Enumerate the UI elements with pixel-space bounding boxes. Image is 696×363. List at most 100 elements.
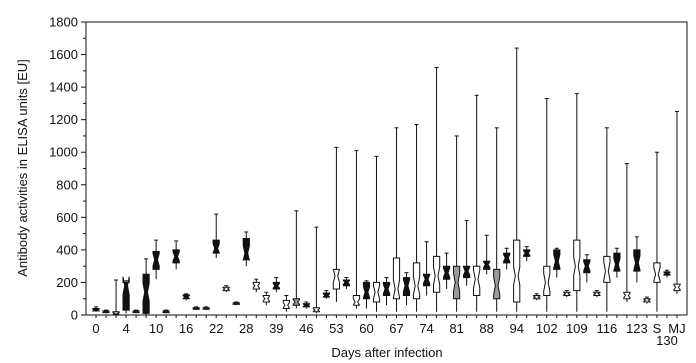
- box-body: [292, 298, 300, 306]
- x-tick-label: 28: [239, 321, 253, 336]
- box-body: [162, 310, 170, 314]
- box-plot: [433, 67, 441, 312]
- box-body: [102, 310, 110, 314]
- box-plot: [443, 252, 451, 289]
- box-body: [192, 307, 200, 310]
- x-tick-label: 39: [269, 321, 283, 336]
- box-body: [623, 291, 631, 300]
- x-tick-label: 130: [656, 333, 678, 348]
- y-tick-label: 1200: [49, 112, 78, 127]
- x-tick-label: 22: [209, 321, 223, 336]
- box-plot: [152, 239, 160, 280]
- box-body: [122, 276, 130, 311]
- box-body: [332, 268, 340, 290]
- box-plot: [583, 254, 591, 283]
- box-body: [312, 307, 320, 313]
- box-plot: [473, 94, 481, 312]
- x-tick-label: 74: [419, 321, 433, 336]
- box-body: [613, 252, 621, 272]
- box-body: [352, 295, 361, 306]
- box-plot: [382, 277, 391, 306]
- box-plot: [483, 234, 491, 275]
- box-plot: [312, 226, 320, 314]
- box-body: [593, 291, 601, 296]
- y-tick-label: 1000: [49, 145, 78, 160]
- box-plot: [463, 220, 471, 286]
- box-plot: [573, 93, 581, 312]
- box-body: [643, 298, 651, 303]
- box-body: [322, 292, 330, 298]
- box-body: [543, 265, 551, 296]
- x-tick-label: 116: [596, 321, 617, 336]
- box-body: [412, 262, 421, 300]
- y-axis-title: Antibody activities in ELISA units [EU]: [15, 59, 30, 277]
- box-body: [563, 291, 571, 296]
- box-body: [222, 286, 230, 292]
- box-body: [372, 281, 381, 303]
- box-body: [402, 277, 411, 296]
- box-plot: [202, 306, 210, 311]
- box-body: [92, 308, 100, 312]
- box-plot: [192, 306, 200, 311]
- box-plot: [132, 309, 140, 314]
- box-plot: [663, 269, 671, 278]
- x-tick-label: MJ: [668, 321, 685, 336]
- box-plot: [603, 127, 611, 312]
- box-body: [573, 239, 581, 292]
- x-tick-label: 88: [479, 321, 493, 336]
- x-axis-title: Days after infection: [331, 345, 442, 360]
- box-plot: [262, 291, 270, 306]
- box-body: [503, 252, 511, 264]
- y-tick-label: 0: [71, 308, 78, 323]
- boxes-layer: [92, 47, 681, 315]
- box-body: [182, 294, 190, 300]
- box-plot: [272, 277, 280, 293]
- y-tick-label: 800: [56, 177, 78, 192]
- box-plot: [232, 301, 240, 306]
- box-plot: [282, 294, 290, 312]
- box-plot: [172, 240, 180, 270]
- x-tick-label: 102: [536, 321, 558, 336]
- box-plot: [292, 210, 300, 309]
- box-body: [362, 281, 371, 300]
- box-plot: [392, 127, 401, 312]
- axes-layer: 0 200 400 600 800 1000 1200 1400 1600 1800 0 4 10 16 2…: [49, 15, 686, 349]
- y-tick-label: 200: [56, 275, 78, 290]
- x-tick-label: 16: [179, 321, 193, 336]
- box-body: [172, 249, 180, 264]
- box-plot: [122, 276, 130, 314]
- box-body: [202, 307, 210, 310]
- box-plot: [513, 47, 521, 312]
- x-tick-label: 109: [566, 321, 588, 336]
- box-plot: [673, 111, 681, 294]
- x-tick-label: 46: [299, 321, 313, 336]
- box-body: [132, 310, 140, 314]
- box-plot: [142, 258, 150, 315]
- box-plot: [412, 124, 421, 312]
- box-plot: [623, 163, 631, 302]
- box-body: [663, 271, 671, 276]
- box-plot: [563, 290, 571, 298]
- y-tick-label: 400: [56, 242, 78, 257]
- box-plot: [613, 247, 621, 278]
- box-body: [392, 257, 401, 300]
- box-plot: [212, 213, 220, 259]
- box-body: [603, 255, 611, 283]
- box-plot: [372, 155, 381, 312]
- box-plot: [643, 296, 651, 304]
- box-body: [252, 281, 260, 290]
- box-body: [463, 265, 471, 279]
- box-body: [453, 265, 461, 300]
- box-body: [653, 262, 661, 283]
- x-tick-label: 10: [149, 321, 163, 336]
- box-body: [583, 259, 591, 274]
- box-body: [553, 249, 561, 270]
- box-body: [633, 249, 641, 272]
- plot-frame: [85, 21, 688, 316]
- box-plot: [503, 247, 511, 270]
- box-body: [262, 295, 270, 303]
- box-body: [282, 299, 290, 309]
- box-body: [473, 265, 481, 296]
